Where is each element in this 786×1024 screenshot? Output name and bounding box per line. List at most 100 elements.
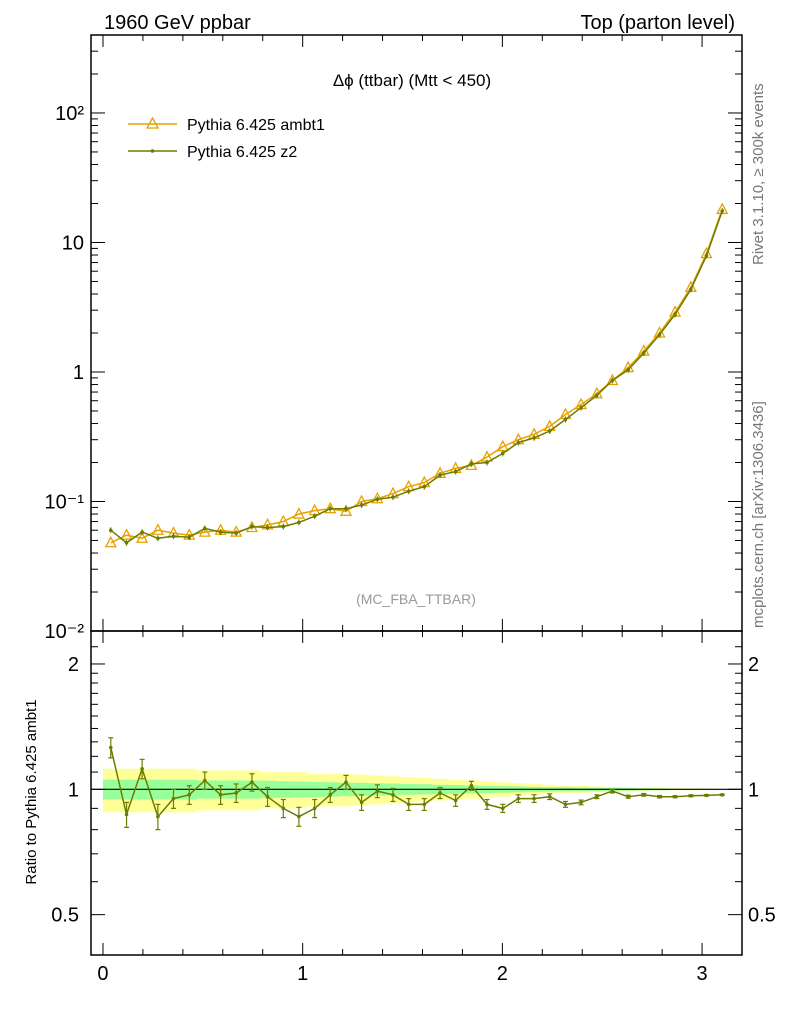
data-point-z2 <box>704 253 709 258</box>
legend-item-z2: Pythia 6.425 z2 <box>128 144 297 161</box>
ratio-point <box>657 794 662 799</box>
data-point-z2 <box>218 530 223 534</box>
ratio-point <box>281 806 286 811</box>
data-point-ambt1 <box>324 501 337 514</box>
main-series <box>104 202 729 548</box>
ratio-point <box>344 780 348 785</box>
data-point-z2 <box>610 378 615 383</box>
ratio-point <box>469 783 474 788</box>
data-point-z2 <box>673 312 677 317</box>
ratio-point <box>547 794 552 799</box>
ratio-point <box>359 800 364 805</box>
ratio-point <box>704 793 709 798</box>
data-point-z2 <box>124 540 129 545</box>
series-line-z2 <box>110 210 723 544</box>
data-point-z2 <box>187 535 192 540</box>
ratio-point <box>312 806 317 811</box>
data-point-z2 <box>500 451 505 456</box>
data-point-z2 <box>281 524 286 529</box>
legend-label-z2: Pythia 6.425 z2 <box>187 144 297 161</box>
data-point-ambt1 <box>371 491 384 504</box>
header-left: 1960 GeV ppbar <box>104 12 251 34</box>
ratio-point <box>689 793 693 798</box>
data-point-ambt1 <box>606 373 619 386</box>
ratio-point <box>375 789 380 793</box>
data-point-ambt1 <box>136 531 149 543</box>
legend: Pythia 6.425 ambt1 Pythia 6.425 z2 <box>128 116 325 161</box>
ratio-point <box>626 794 630 799</box>
ratio-point <box>234 791 238 795</box>
ratio-point <box>187 793 192 797</box>
data-point-z2 <box>422 484 427 489</box>
data-point-z2 <box>156 536 160 541</box>
data-point-z2 <box>689 287 693 292</box>
y-tick-label: 10⁻² <box>45 621 85 643</box>
y-tick-label: 10 <box>62 232 84 254</box>
legend-item-ambt1: Pythia 6.425 ambt1 <box>128 116 325 134</box>
data-point-z2 <box>595 393 599 398</box>
data-point-z2 <box>359 503 364 507</box>
data-point-z2 <box>438 473 442 477</box>
x-tick-label: 0 <box>97 963 108 985</box>
data-point-z2 <box>375 497 380 502</box>
data-point-z2 <box>469 462 474 466</box>
x-tick-label: 2 <box>497 963 508 985</box>
data-point-z2 <box>171 534 176 538</box>
data-point-z2 <box>391 495 395 499</box>
ratio-series <box>108 737 725 831</box>
ratio-point <box>595 794 599 799</box>
ratio-point <box>406 802 411 807</box>
ratio-point <box>500 806 505 811</box>
ratio-bands <box>91 768 742 813</box>
ratio-y-tick-label-right: 0.5 <box>748 905 776 927</box>
ratio-point <box>532 796 536 801</box>
ratio-point <box>641 793 646 797</box>
ratio-point <box>453 798 458 803</box>
data-point-z2 <box>108 528 113 533</box>
ratio-point <box>218 793 223 797</box>
data-point-z2 <box>626 367 630 372</box>
data-point-z2 <box>453 469 458 474</box>
ratio-point <box>438 791 442 795</box>
ratio-point <box>485 802 489 807</box>
ratio-point <box>579 800 583 805</box>
ratio-point <box>156 814 160 819</box>
ratio-point <box>297 814 301 819</box>
ratio-panel: 0.5 0.5 1 1 2 2 0 1 2 3 Ratio to Pythia 6.425 am… <box>23 630 776 985</box>
main-y-tick-labels: 10⁻² 10⁻¹ 1 10 10² <box>45 103 85 643</box>
y-tick-label: 10⁻¹ <box>45 491 85 513</box>
legend-label-ambt1: Pythia 6.425 ambt1 <box>187 117 325 134</box>
data-point-z2 <box>312 514 317 518</box>
data-point-z2 <box>234 531 238 535</box>
analysis-label: (MC_FBA_TTBAR) <box>356 591 476 607</box>
ratio-point <box>250 780 254 785</box>
chart-title: Δϕ (ttbar) (Mtt < 450) <box>333 71 491 90</box>
header-right: Top (parton level) <box>580 12 735 34</box>
ratio-point <box>391 793 395 797</box>
ratio-ticks <box>91 630 743 956</box>
ratio-point <box>673 794 677 799</box>
data-point-z2 <box>203 526 207 531</box>
ratio-y-tick-label-right: 1 <box>748 779 759 801</box>
ratio-point <box>610 789 615 793</box>
data-point-z2 <box>485 460 489 465</box>
ratio-y-axis-label: Ratio to Pythia 6.425 ambt1 <box>23 699 40 884</box>
ratio-point <box>171 796 176 801</box>
data-point-z2 <box>516 440 521 445</box>
data-point-z2 <box>547 429 552 433</box>
data-point-z2 <box>406 489 411 494</box>
ratio-point <box>265 794 270 799</box>
ratio-y-tick-label-right: 2 <box>748 654 759 676</box>
data-point-ambt1 <box>104 535 117 548</box>
y-tick-label: 1 <box>73 362 84 384</box>
ratio-point <box>516 796 521 801</box>
ratio-point <box>422 802 427 807</box>
ratio-point <box>140 767 144 771</box>
ratio-y-tick-label-left: 0.5 <box>51 905 79 927</box>
data-point-z2 <box>532 436 536 440</box>
y-tick-label: 10² <box>55 103 84 125</box>
data-point-z2 <box>344 506 348 511</box>
data-point-ambt1 <box>198 525 211 537</box>
ratio-point <box>720 793 725 797</box>
data-point-z2 <box>265 525 270 530</box>
